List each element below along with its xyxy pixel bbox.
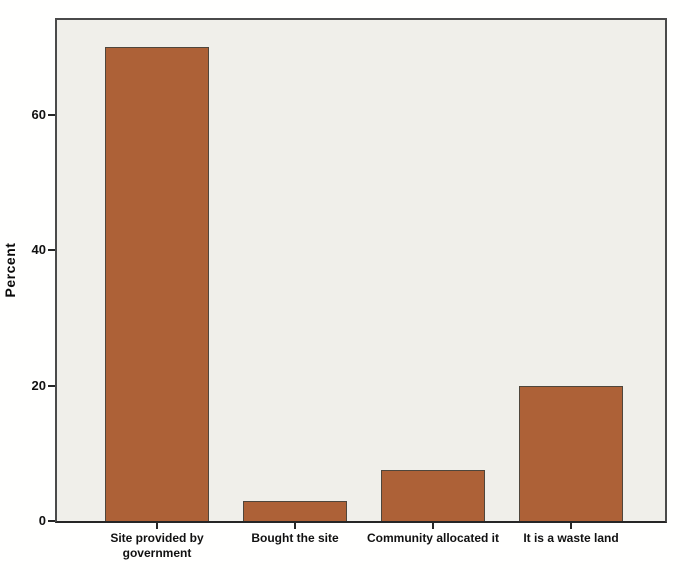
- x-tick-mark: [570, 523, 572, 529]
- y-tick-mark: [48, 385, 55, 387]
- x-tick-mark: [156, 523, 158, 529]
- bar: [105, 47, 209, 521]
- y-tick-label: 20: [31, 378, 46, 393]
- y-tick-mark: [48, 249, 55, 251]
- x-category-label: Site provided by government: [110, 531, 204, 560]
- bar: [519, 386, 623, 521]
- y-tick-mark: [48, 520, 55, 522]
- bar: [381, 470, 485, 521]
- x-tick-mark: [294, 523, 296, 529]
- x-category-label: Bought the site: [251, 531, 339, 545]
- x-category-label: Community allocated it: [366, 531, 500, 545]
- x-category-label: It is a waste land: [523, 531, 619, 545]
- y-tick-label: 0: [38, 513, 46, 528]
- y-tick-label: 40: [31, 242, 46, 257]
- y-axis-title: Percent: [2, 242, 18, 298]
- plot-area: [55, 18, 667, 523]
- y-tick-mark: [48, 114, 55, 116]
- y-tick-label: 60: [31, 107, 46, 122]
- x-tick-mark: [432, 523, 434, 529]
- bar: [243, 501, 347, 521]
